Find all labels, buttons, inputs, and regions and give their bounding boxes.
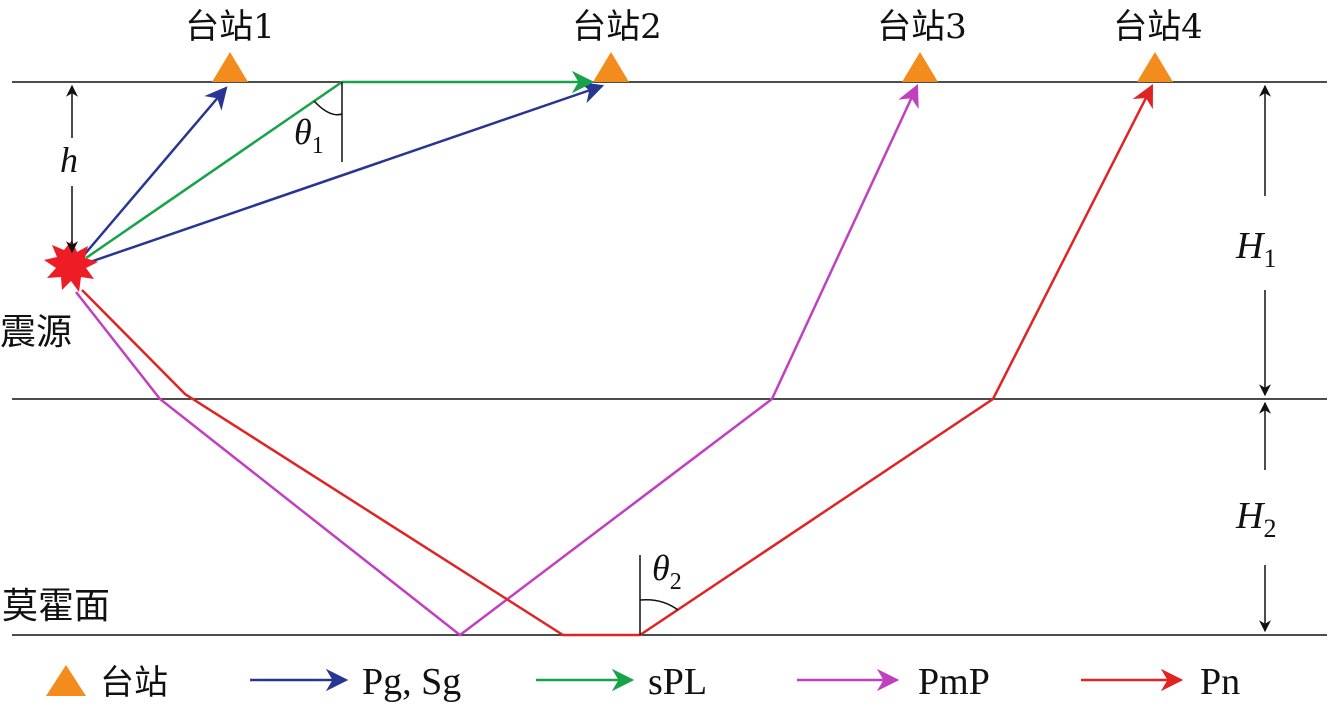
- theta2-arc: [639, 598, 679, 611]
- station-4-label: 台站4: [1113, 7, 1203, 47]
- station-2-triangle-icon: [593, 52, 629, 82]
- h-label: h: [60, 140, 78, 180]
- legend-pg-sg-label: Pg, Sg: [362, 661, 461, 703]
- legend-station-triangle-icon: [46, 665, 86, 696]
- h2-label: H2: [1235, 495, 1276, 543]
- pg-sg-ray-to-station-1: [83, 86, 228, 256]
- legend-pn-label: Pn: [1200, 661, 1240, 703]
- station-2-label: 台站2: [572, 7, 662, 47]
- legend-spl-label: sPL: [648, 661, 707, 703]
- station-3-triangle-icon: [902, 52, 938, 82]
- legend-pmp-label: PmP: [918, 661, 990, 703]
- h1-label: H1: [1235, 225, 1276, 273]
- pg-sg-ray-to-station-2: [89, 81, 605, 264]
- station-4-triangle-icon: [1137, 52, 1173, 82]
- source-starburst-icon: [44, 240, 98, 292]
- spl-ray: [85, 70, 595, 260]
- theta1-arc: [313, 100, 343, 116]
- theta2-label: θ2: [652, 548, 682, 595]
- theta1-label: θ1: [294, 112, 324, 159]
- station-1-triangle-icon: [212, 52, 248, 82]
- moho-label: 莫霍面: [2, 586, 110, 627]
- source-label: 震源: [0, 312, 72, 353]
- pmp-ray: [75, 83, 919, 637]
- legend-station-label: 台站: [100, 663, 168, 703]
- pn-ray: [81, 83, 1154, 637]
- station-1-label: 台站1: [185, 7, 275, 47]
- station-3-label: 台站3: [877, 7, 967, 47]
- legend: 台站 Pg, Sg sPL PmP Pn: [46, 661, 1240, 703]
